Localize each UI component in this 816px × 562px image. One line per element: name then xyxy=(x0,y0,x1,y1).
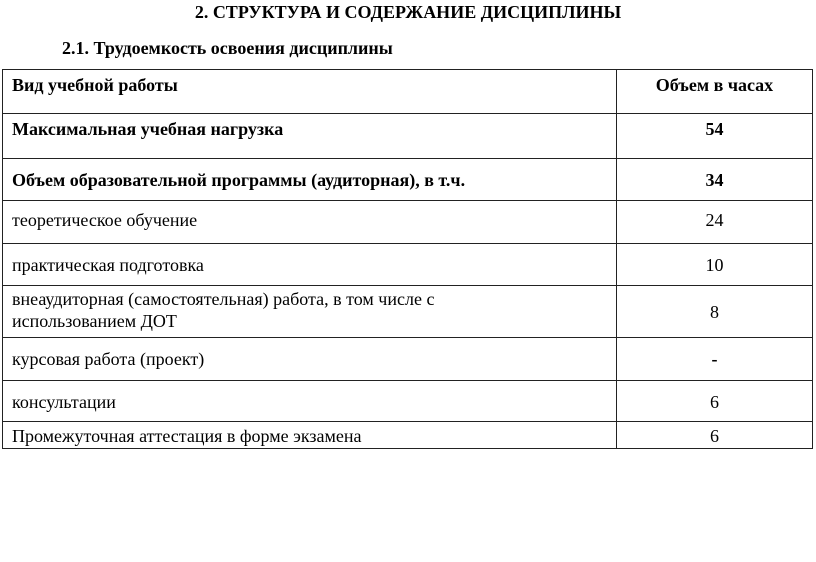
table-row: Объем образовательной программы (аудитор… xyxy=(2,158,813,201)
table-row: внеаудиторная (самостоятельная) работа, … xyxy=(2,285,813,338)
row-value: 34 xyxy=(616,158,813,201)
row-value: 6 xyxy=(616,421,813,449)
row-label: теоретическое обучение xyxy=(2,200,617,244)
table-row: Максимальная учебная нагрузка 54 xyxy=(2,113,813,159)
row-label: Максимальная учебная нагрузка xyxy=(2,113,617,159)
workload-table: Вид учебной работы Объем в часах Максима… xyxy=(2,69,813,449)
table-row: теоретическое обучение 24 xyxy=(2,200,813,244)
row-value: - xyxy=(616,337,813,381)
row-label: курсовая работа (проект) xyxy=(2,337,617,381)
row-value: 54 xyxy=(616,113,813,159)
row-label: Объем образовательной программы (аудитор… xyxy=(2,158,617,201)
row-value: 24 xyxy=(616,200,813,244)
row-label: практическая подготовка xyxy=(2,243,617,286)
row-value: 8 xyxy=(616,285,813,338)
row-label: консультации xyxy=(2,380,617,422)
section-heading: 2. СТРУКТУРА И СОДЕРЖАНИЕ ДИСЦИПЛИНЫ xyxy=(194,2,622,22)
header-work-type: Вид учебной работы xyxy=(2,69,617,114)
row-value: 10 xyxy=(616,243,813,286)
table-row: консультации 6 xyxy=(2,380,813,422)
header-hours: Объем в часах xyxy=(616,69,813,114)
row-label: Промежуточная аттестация в форме экзамен… xyxy=(2,421,617,449)
table-row: практическая подготовка 10 xyxy=(2,243,813,286)
table-row: курсовая работа (проект) - xyxy=(2,337,813,381)
table-row: Промежуточная аттестация в форме экзамен… xyxy=(2,421,813,449)
table-header-row: Вид учебной работы Объем в часах xyxy=(2,69,813,114)
row-value: 6 xyxy=(616,380,813,422)
subsection-heading: 2.1. Трудоемкость освоения дисциплины xyxy=(62,38,393,58)
row-label: внеаудиторная (самостоятельная) работа, … xyxy=(2,285,617,338)
